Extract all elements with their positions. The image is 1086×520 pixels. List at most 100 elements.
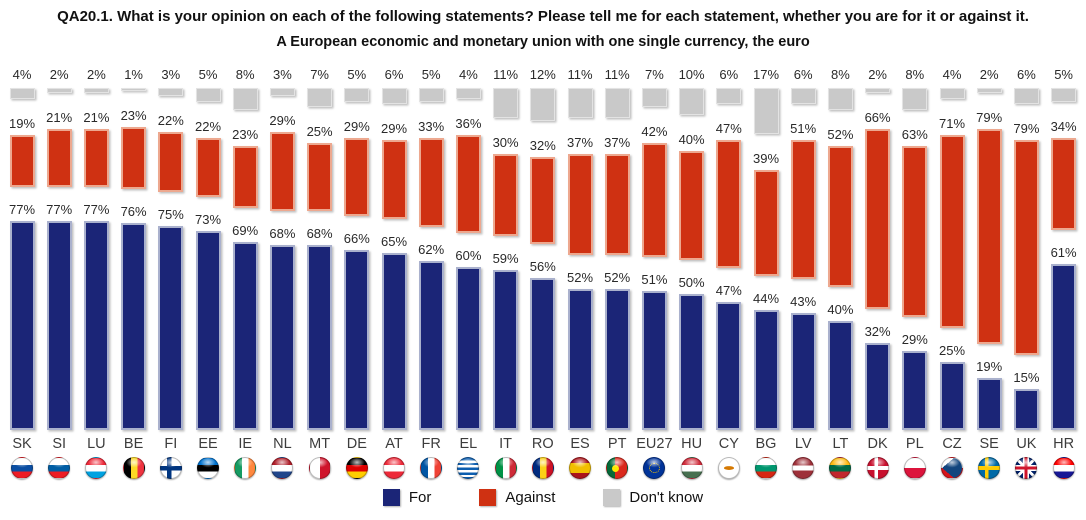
- legend-item-don-t-know: Don't know: [603, 489, 703, 506]
- against-value-label: 23%: [120, 107, 147, 123]
- against-value-label: 23%: [232, 126, 259, 142]
- for-value-label: 29%: [901, 332, 928, 348]
- country-label-eu27: EU27: [636, 436, 673, 452]
- against-value-label: 37%: [566, 134, 594, 150]
- flag-ee-icon: [197, 457, 219, 479]
- for-bar: [9, 220, 35, 430]
- dontknow-bar: [939, 88, 965, 99]
- dontknow-value-label: 5%: [421, 67, 441, 82]
- legend-item-against: Against: [479, 489, 555, 506]
- legend-swatch-icon: [603, 489, 621, 506]
- dontknow-bar: [976, 88, 1002, 94]
- for-bar: [716, 302, 742, 430]
- dontknow-value-label: 10%: [678, 67, 705, 82]
- dontknow-bar: [195, 88, 221, 102]
- for-value-label: 62%: [418, 242, 445, 258]
- against-value-label: 22%: [194, 118, 222, 134]
- dontknow-value-label: 11%: [604, 67, 630, 82]
- dontknow-value-label: 17%: [752, 67, 780, 82]
- for-bar: [976, 378, 1002, 430]
- against-bar: [939, 134, 965, 328]
- dontknow-value-label: 4%: [942, 67, 962, 82]
- for-bar: [158, 226, 184, 430]
- flag-bg-icon: [755, 457, 777, 479]
- for-value-label: 19%: [976, 359, 1003, 375]
- for-value-label: 76%: [120, 204, 147, 220]
- for-value-label: 44%: [752, 291, 780, 307]
- against-bar: [567, 153, 593, 255]
- flag-hr-icon: [1052, 457, 1075, 479]
- for-bar: [455, 266, 481, 430]
- for-bar: [83, 220, 109, 430]
- against-bar: [865, 129, 891, 309]
- for-bar: [827, 321, 853, 430]
- against-bar: [604, 153, 630, 255]
- country-label-si: SI: [52, 436, 67, 452]
- legend-swatch-icon: [382, 489, 400, 506]
- dontknow-bar: [418, 88, 444, 102]
- dontknow-bar: [604, 88, 630, 118]
- for-bar: [939, 362, 965, 430]
- country-label-mt: MT: [309, 436, 331, 452]
- for-value-label: 25%: [938, 343, 966, 358]
- against-bar: [9, 134, 35, 187]
- country-label-ie: IE: [238, 436, 253, 452]
- against-value-label: 34%: [1050, 118, 1077, 134]
- dontknow-value-label: 2%: [868, 67, 887, 82]
- against-value-label: 36%: [455, 115, 482, 131]
- for-value-label: 77%: [8, 201, 36, 217]
- against-bar: [307, 143, 333, 212]
- against-value-label: 66%: [864, 110, 891, 126]
- for-bar: [493, 269, 519, 430]
- chart-title: QA20.1. What is your opinion on each of …: [57, 8, 1029, 25]
- flag-be-icon: [122, 457, 145, 479]
- against-bar: [158, 132, 184, 192]
- dontknow-bar: [381, 88, 407, 105]
- dontknow-bar: [269, 88, 295, 97]
- for-bar: [418, 261, 444, 430]
- country-label-be: BE: [123, 436, 144, 452]
- dontknow-bar: [530, 88, 556, 121]
- against-value-label: 79%: [1013, 121, 1040, 137]
- for-bar: [679, 294, 705, 430]
- against-bar: [83, 129, 109, 187]
- against-value-label: 22%: [157, 113, 184, 129]
- for-value-label: 59%: [492, 250, 519, 266]
- against-value-label: 32%: [529, 137, 556, 153]
- country-label-lu: LU: [87, 436, 106, 452]
- for-value-label: 40%: [827, 302, 854, 318]
- against-value-label: 30%: [492, 134, 519, 150]
- for-bar: [269, 245, 295, 430]
- country-label-se: SE: [979, 436, 999, 452]
- country-label-ro: RO: [531, 436, 554, 452]
- against-value-label: 33%: [418, 118, 445, 134]
- against-value-label: 19%: [8, 115, 36, 131]
- country-label-lv: LV: [794, 436, 812, 452]
- dontknow-bar: [1051, 88, 1077, 102]
- for-value-label: 69%: [232, 223, 259, 239]
- for-bar: [381, 253, 407, 430]
- for-value-label: 61%: [1050, 245, 1077, 261]
- flag-cz-icon: [941, 457, 963, 479]
- legend: For Against Don't know: [0, 489, 1086, 506]
- for-value-label: 77%: [46, 201, 73, 217]
- for-bar: [790, 313, 816, 430]
- dontknow-value-label: 5%: [198, 67, 218, 82]
- flag-eu27-icon: [643, 457, 666, 479]
- flag-lt-icon: [829, 457, 852, 479]
- dontknow-value-label: 4%: [458, 67, 478, 82]
- against-bar: [1051, 137, 1077, 231]
- dontknow-bar: [493, 88, 519, 118]
- flag-mt-icon: [308, 457, 331, 479]
- country-label-es: ES: [570, 436, 590, 452]
- legend-label: Against: [505, 489, 556, 506]
- for-value-label: 68%: [269, 226, 296, 242]
- country-label-ee: EE: [198, 436, 218, 452]
- dontknow-bar: [641, 88, 667, 108]
- for-bar: [46, 220, 72, 430]
- against-value-label: 42%: [641, 124, 668, 140]
- dontknow-value-label: 3%: [161, 67, 181, 82]
- flag-ie-icon: [234, 457, 257, 479]
- for-value-label: 60%: [455, 247, 482, 263]
